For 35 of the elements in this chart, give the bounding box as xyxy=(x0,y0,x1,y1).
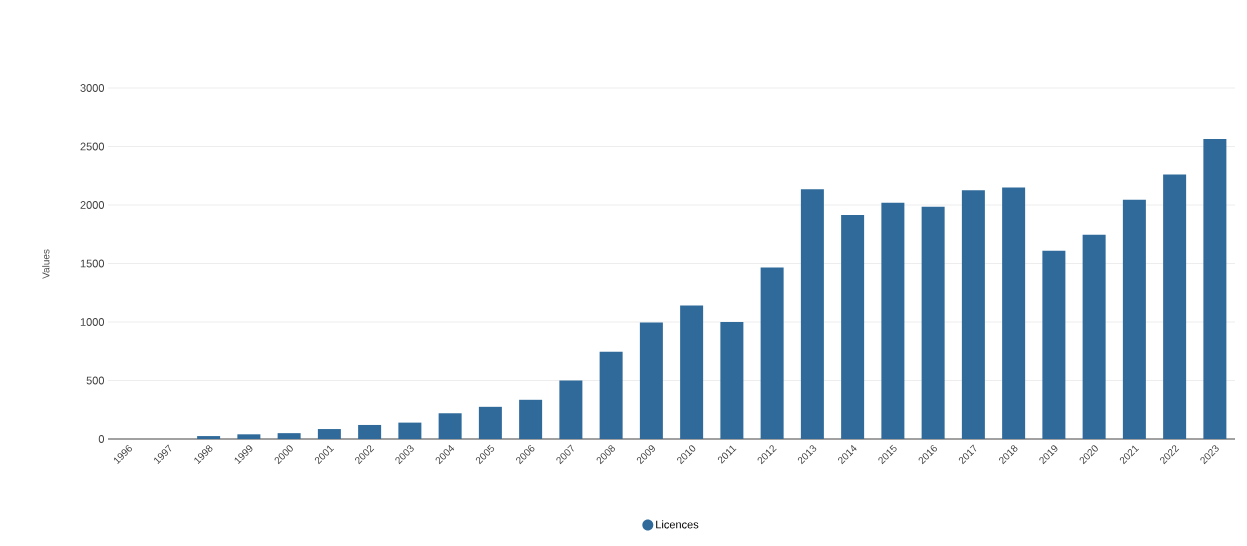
bar xyxy=(639,322,663,439)
bar xyxy=(317,429,341,439)
bar xyxy=(1002,187,1026,439)
y-tick-label: 500 xyxy=(86,376,105,385)
bar xyxy=(358,424,382,439)
y-tick-label: 0 xyxy=(98,435,105,443)
bar xyxy=(478,406,502,439)
bar xyxy=(841,214,865,439)
y-tick-label: 2000 xyxy=(80,201,105,209)
y-tick-label: 1500 xyxy=(80,259,105,268)
bar xyxy=(680,305,704,439)
bar xyxy=(1082,234,1106,439)
y-tick-label: 3000 xyxy=(80,84,105,92)
y-tick-label: 2500 xyxy=(80,142,105,151)
bar xyxy=(921,206,945,439)
bar xyxy=(1203,138,1227,439)
y-axis-title: Values xyxy=(42,249,50,279)
bar xyxy=(398,422,422,439)
bar xyxy=(237,434,261,439)
bar xyxy=(1042,250,1066,439)
bar xyxy=(961,190,985,439)
bar xyxy=(1122,199,1146,439)
bar xyxy=(760,267,784,439)
bar xyxy=(720,322,744,439)
bar xyxy=(559,380,583,439)
legend-label: Licences xyxy=(656,520,699,529)
bar xyxy=(519,399,543,439)
bar xyxy=(277,433,301,439)
bar xyxy=(881,202,905,439)
bar xyxy=(197,436,221,439)
bar xyxy=(1163,174,1187,439)
bar xyxy=(599,351,623,439)
y-tick-label: 1000 xyxy=(80,318,105,326)
bar xyxy=(438,413,462,439)
bar xyxy=(800,189,824,439)
